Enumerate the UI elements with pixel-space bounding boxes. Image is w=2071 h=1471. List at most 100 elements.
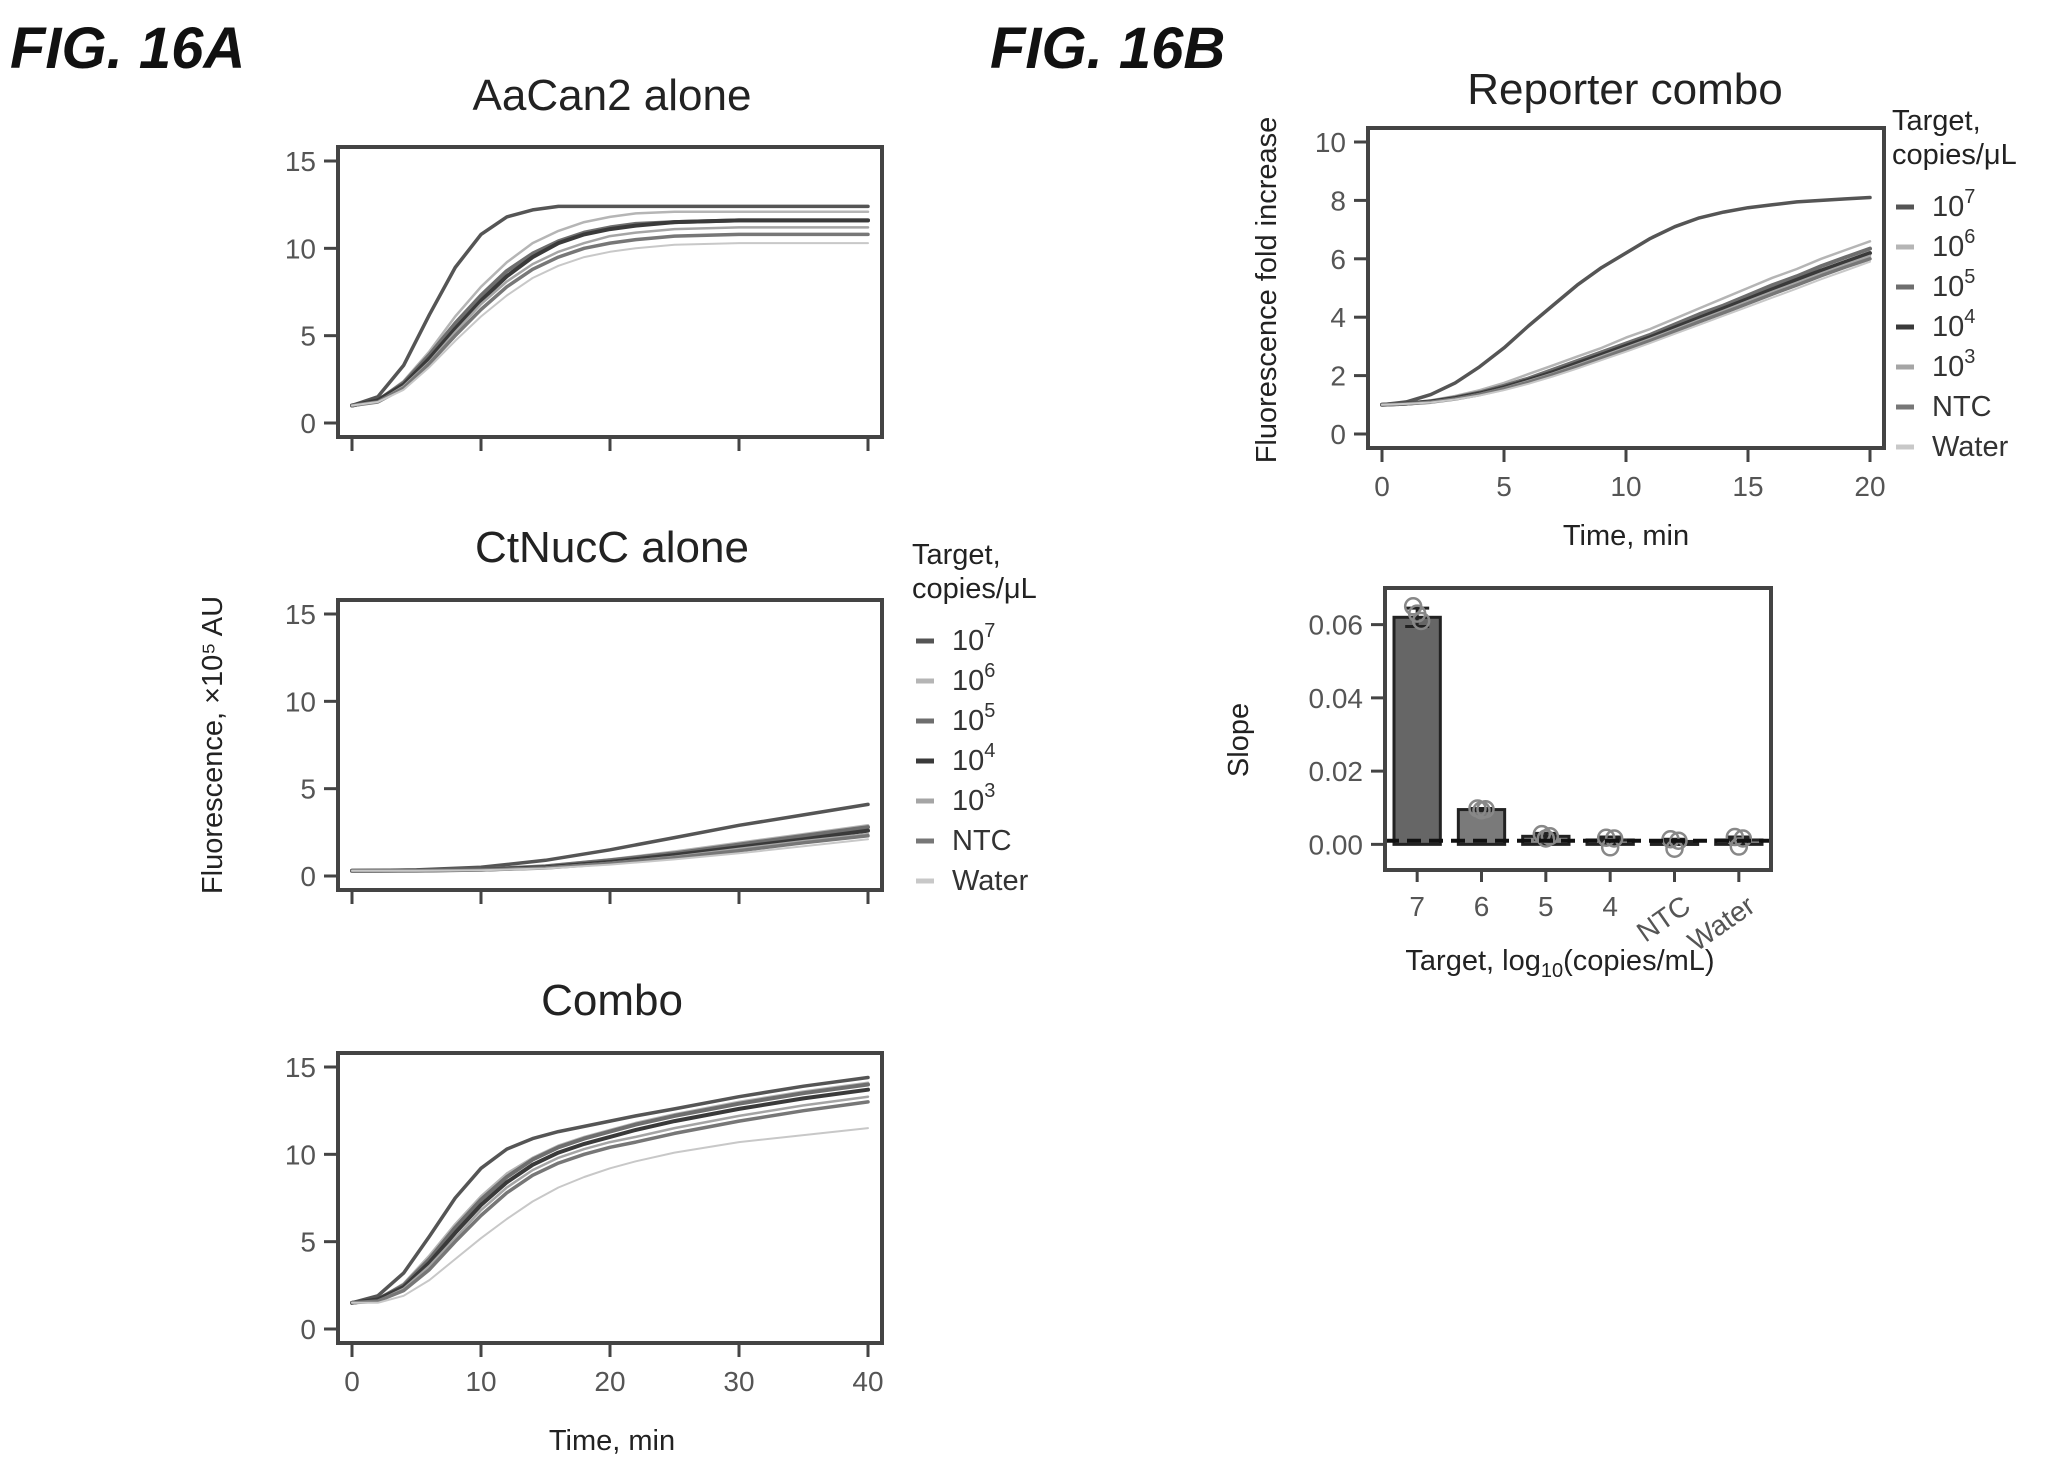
axes-frame-combo [336,1051,884,1345]
legend-label: 107 [952,620,995,657]
y-tick-label: 0.02 [1309,756,1364,787]
y-tick-label: 10 [285,233,316,264]
series-line-NTC [350,1100,870,1305]
y-tick-label: 15 [285,1052,316,1083]
data-point [1411,611,1431,631]
legend-label: 106 [1932,226,1975,263]
plot-area-aacan2: 0 5 10 15 [285,146,870,451]
series-line-NTC [350,232,870,408]
legend-title: Target, [1892,105,1981,137]
legend-label: 104 [952,740,995,777]
y-tick-label: 0 [300,861,316,892]
legend-label: NTC [1932,391,1992,423]
x-tick-label: 20 [594,1366,625,1397]
x-tick-label: 0 [344,1366,360,1397]
legend-exponent: 7 [1964,186,1975,208]
legend-exponent: 4 [984,740,995,762]
y-tick-label: 2 [1330,361,1346,392]
y-tick-label: 0 [1330,419,1346,450]
axes-frame-reporter [1366,126,1886,450]
plot-area-reporter: 0 2 4 6 8 10 0 5 10 15 20 [1315,127,1886,502]
series-line-10-6 [1380,240,1872,407]
y-tick-label: 8 [1330,185,1346,216]
legend-exponent: 7 [984,620,995,642]
bar-7 [1392,615,1442,846]
x-tick-label: 40 [852,1366,883,1397]
legend-label: 105 [952,700,995,737]
legend-label: NTC [952,825,1012,857]
y-tick-label: 15 [285,146,316,177]
series-line-10-4 [350,218,870,408]
axes-frame-aacan2 [336,145,884,439]
panel-title-combo: Combo [541,976,683,1025]
x-tick-label: 10 [465,1366,496,1397]
data-point [1596,828,1616,848]
legend-title: Target, [912,539,1001,571]
axes-frame-ctnucc [336,598,884,892]
x-tick-label: 5 [1538,891,1554,922]
y-tick-label: 10 [1315,127,1346,158]
x-tick-label: 0 [1374,471,1390,502]
series-line-Water [1381,260,1871,406]
xlabel-reporter: Time, min [1563,520,1689,552]
plot-area-combo: 0 5 10 15 0 10 20 30 40 [285,1052,884,1397]
y-tick-label: 5 [300,321,316,352]
y-tick-label: 0 [300,408,316,439]
data-point [1669,831,1688,850]
panel-ctnucc: CtNucC alone 0 5 10 15 [285,523,884,904]
y-tick-label: 0.06 [1309,610,1364,641]
series-line-10-7 [350,204,870,408]
y-tick-label: 0.04 [1309,683,1364,714]
legend-label: 103 [952,780,995,817]
legend-exponent: 5 [984,700,995,722]
data-point [1604,829,1624,848]
y-tick-label: 10 [285,1139,316,1170]
legend-label: Water [1932,431,2009,463]
series-line-10-6 [350,210,870,407]
data-point [1540,827,1560,846]
series-line-10-7 [1380,195,1872,407]
legend-label: 107 [1932,186,1975,223]
xlabel-slope: Target, log10(copies/mL) [1405,945,1714,982]
legend-label: 106 [952,660,995,697]
legend-label: 103 [1932,346,1975,383]
legend-exponent: 3 [984,780,995,802]
x-tick-label: 10 [1610,471,1641,502]
panel-title-ctnucc: CtNucC alone [475,523,749,572]
panel-reporter: Reporter combo 0 2 4 6 8 10 0 5 10 15 20 Time, min… [1251,65,1886,552]
fig-16b-label: FIG. 16B [990,16,1225,81]
legend-label: 104 [1932,306,1975,343]
y-tick-label: 0.00 [1309,829,1364,860]
legend-exponent: 4 [1964,306,1975,328]
y-tick-label: 4 [1330,302,1346,333]
series-line-10-7 [350,1075,870,1305]
legend-exponent: 6 [984,660,995,682]
panel-title-reporter: Reporter combo [1467,65,1782,114]
ylabel-slope: Slope [1223,703,1255,777]
x-tick-label: 6 [1474,891,1490,922]
panel-combo: Combo 0 5 10 15 0 10 20 30 40 Time, min [285,976,884,1457]
x-tick-label: 15 [1732,471,1763,502]
x-tick-label: 30 [723,1366,754,1397]
xlabel-combo: Time, min [549,1425,675,1457]
series-line-10-4 [350,1087,870,1305]
legend-title: copies/μL [1892,139,2017,171]
x-tick-label: 20 [1854,471,1885,502]
data-point [1733,829,1753,848]
series-line-Water [351,242,869,407]
legend-label: 105 [1932,266,1975,303]
legend-title: copies/μL [912,573,1037,605]
axes-frame-slope [1383,586,1773,872]
ylabel-reporter: Fluorescence fold increase [1251,117,1283,464]
series-line-10-3 [350,1095,870,1305]
legend-exponent: 5 [1964,266,1975,288]
series-line-Water [351,838,869,872]
data-point [1476,799,1495,819]
y-tick-label: 0 [300,1314,316,1345]
legend-exponent: 6 [1964,226,1975,248]
x-tick-label: 7 [1409,891,1425,922]
y-tick-label: 5 [300,774,316,805]
